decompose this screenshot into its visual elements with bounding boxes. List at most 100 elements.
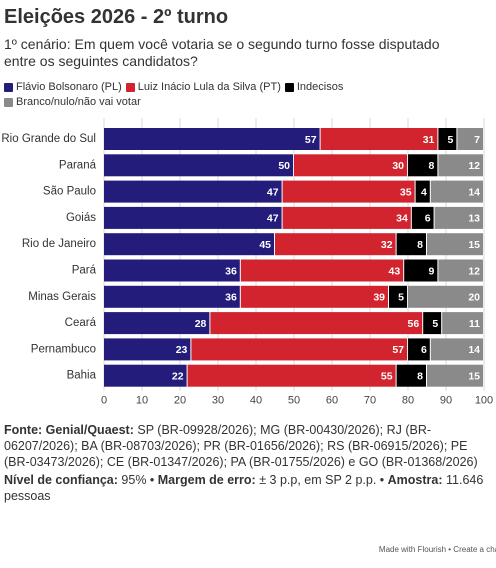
bar-segment — [404, 259, 438, 282]
data-label: 5 — [432, 318, 438, 330]
x-tick-label: 80 — [402, 395, 414, 407]
bar-segment — [457, 128, 483, 150]
source-text: SP (BR-09928/2026); MG (BR-00430/2026); … — [4, 423, 478, 469]
data-label: 23 — [176, 344, 188, 356]
bar-segment — [104, 233, 274, 256]
bar-segment — [275, 233, 396, 256]
x-tick-label: 0 — [101, 395, 107, 407]
data-label: 20 — [468, 292, 480, 304]
data-label: 9 — [429, 265, 435, 277]
bar-segment — [427, 233, 483, 256]
legend-item: Indecisos — [284, 80, 344, 95]
bar-segment — [438, 259, 483, 282]
bar-segment — [104, 154, 293, 177]
category-label: Minas Gerais — [28, 291, 96, 303]
legend-label: Luiz Inácio Lula da Silva (PT) — [137, 81, 281, 93]
data-label: 14 — [468, 344, 480, 356]
data-label: 7 — [474, 134, 480, 146]
data-label: 14 — [468, 186, 480, 198]
note-label: Nível de confiança: — [4, 473, 118, 487]
data-label: 8 — [417, 370, 423, 382]
data-label: 34 — [396, 213, 408, 225]
bar-segment — [282, 206, 411, 229]
legend-swatch — [125, 83, 135, 92]
x-tick-label: 50 — [288, 395, 300, 407]
x-tick-label: 30 — [212, 395, 224, 407]
category-label: Pernambuco — [31, 343, 96, 355]
x-tick-label: 100 — [475, 395, 493, 407]
bar-segment — [104, 128, 320, 150]
data-label: 45 — [259, 239, 271, 251]
data-label: 55 — [381, 370, 393, 382]
legend-swatch — [284, 83, 294, 92]
x-tick-label: 20 — [174, 395, 186, 407]
data-label: 56 — [408, 318, 420, 330]
category-label: Pará — [72, 265, 97, 277]
data-label: 15 — [468, 370, 480, 382]
data-label: 8 — [417, 239, 423, 251]
bar-segment — [408, 338, 430, 361]
data-label: 47 — [267, 186, 279, 198]
bar-segment — [187, 364, 396, 387]
note-text: ± 3 p.p, em SP 2 p.p. • — [255, 473, 388, 487]
data-label: 31 — [423, 134, 435, 146]
bar-segment — [411, 206, 434, 229]
chart-subtitle: 1º cenário: Em quem você votaria se o se… — [4, 36, 440, 69]
data-label: 28 — [195, 318, 207, 330]
data-label: 47 — [267, 213, 279, 225]
bar-segment — [408, 285, 483, 308]
legend-label: Flávio Bolsonaro (PL) — [16, 81, 122, 93]
bar-segment — [430, 338, 483, 361]
legend-item: Flávio Bolsonaro (PL) — [4, 80, 122, 95]
data-label: 30 — [392, 160, 404, 172]
data-label: 35 — [400, 186, 412, 198]
source-label: Fonte: Genial/Quaest: — [4, 423, 134, 437]
footer: Fonte: Genial/Quaest: SP (BR-09928/2026)… — [4, 422, 492, 506]
data-label: 12 — [468, 160, 480, 172]
credit[interactable]: Made with Flourish • Create a chart — [378, 545, 496, 554]
bar-segment — [430, 180, 483, 203]
bar-segment — [438, 128, 457, 150]
x-tick-label: 40 — [250, 395, 262, 407]
source: Fonte: Genial/Quaest: SP (BR-09928/2026)… — [4, 422, 492, 470]
data-label: 8 — [429, 160, 435, 172]
legend-swatch — [4, 83, 13, 92]
legend-label: Indecisos — [296, 81, 344, 93]
legend-label: Branco/nulo/não vai votar — [16, 96, 141, 108]
category-label: Paraná — [59, 159, 97, 171]
data-label: 5 — [398, 292, 404, 304]
note-text: 95% • — [117, 473, 158, 487]
data-label: 57 — [305, 134, 317, 146]
notes: Nível de confiança: 95% • Margem de erro… — [4, 472, 492, 504]
note-label: Margem de erro: — [157, 473, 256, 487]
data-label: 15 — [468, 239, 480, 251]
category-label: Rio Grande do Sul — [1, 133, 96, 145]
data-label: 4 — [421, 186, 427, 198]
data-label: 36 — [225, 292, 237, 304]
bar-segment — [415, 180, 430, 203]
data-label: 6 — [425, 213, 431, 225]
bar-segment — [396, 233, 426, 256]
data-label: 43 — [389, 265, 401, 277]
note-label: Amostra: — [387, 473, 443, 487]
data-label: 36 — [225, 265, 237, 277]
legend-item: Branco/nulo/não vai votar — [4, 95, 141, 110]
bar-segment — [104, 180, 282, 203]
data-label: 13 — [468, 213, 480, 225]
legend: Flávio Bolsonaro (PL) Luiz Inácio Lula da… — [4, 80, 404, 110]
legend-swatch — [4, 98, 13, 107]
data-label: 50 — [278, 160, 290, 172]
category-label: Bahia — [67, 370, 97, 382]
category-label: Goiás — [66, 212, 96, 224]
bar-segment — [423, 312, 442, 335]
data-label: 22 — [172, 370, 184, 382]
bar-segment — [320, 128, 438, 150]
x-tick-label: 70 — [364, 395, 376, 407]
bar-segment — [104, 364, 187, 387]
bar-segment — [104, 206, 282, 229]
data-label: 11 — [469, 318, 480, 330]
bar-segment — [294, 154, 407, 177]
bar-segment — [396, 364, 426, 387]
category-label: São Paulo — [43, 186, 96, 198]
